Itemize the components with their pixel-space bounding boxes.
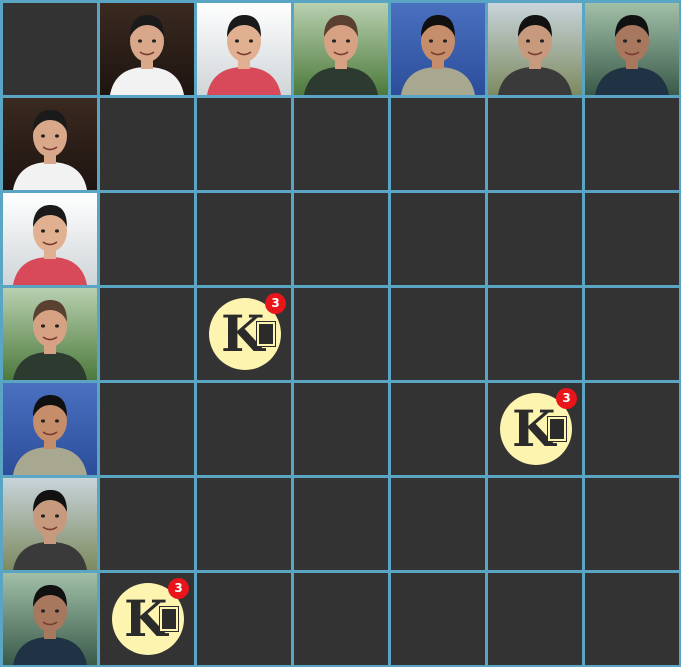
board-cell[interactable] bbox=[197, 573, 291, 665]
board-cell[interactable] bbox=[197, 193, 291, 285]
column-header-p3[interactable] bbox=[294, 3, 388, 95]
board-cell[interactable] bbox=[294, 193, 388, 285]
board-cell[interactable] bbox=[391, 288, 485, 380]
count-badge: 3 bbox=[556, 388, 577, 409]
board-cell[interactable] bbox=[100, 288, 194, 380]
player-photo bbox=[197, 3, 291, 95]
board-cell[interactable] bbox=[197, 383, 291, 475]
board-cell[interactable] bbox=[294, 478, 388, 570]
row-header-p1[interactable] bbox=[3, 98, 97, 190]
board-cell[interactable] bbox=[294, 288, 388, 380]
board-cell[interactable] bbox=[488, 98, 582, 190]
row-header-p4[interactable] bbox=[3, 383, 97, 475]
row-header-p6[interactable] bbox=[3, 573, 97, 665]
board-cell[interactable] bbox=[391, 193, 485, 285]
board-cell[interactable] bbox=[294, 98, 388, 190]
column-header-p4[interactable] bbox=[391, 3, 485, 95]
player-photo bbox=[3, 193, 97, 285]
token-plate-icon bbox=[257, 322, 275, 346]
board-cell[interactable] bbox=[391, 98, 485, 190]
board-cell[interactable] bbox=[294, 573, 388, 665]
player-photo bbox=[3, 98, 97, 190]
board-cell[interactable] bbox=[100, 193, 194, 285]
row-header-p5[interactable] bbox=[3, 478, 97, 570]
column-header-p2[interactable] bbox=[197, 3, 291, 95]
player-photo bbox=[3, 383, 97, 475]
board-cell[interactable] bbox=[488, 573, 582, 665]
column-header-p5[interactable] bbox=[488, 3, 582, 95]
count-badge: 3 bbox=[265, 293, 286, 314]
board-cell[interactable] bbox=[197, 98, 291, 190]
board-cell[interactable] bbox=[585, 98, 679, 190]
player-photo bbox=[488, 3, 582, 95]
board-cell[interactable] bbox=[391, 383, 485, 475]
corner-cell bbox=[3, 3, 97, 95]
player-photo bbox=[294, 3, 388, 95]
board-cell[interactable] bbox=[100, 478, 194, 570]
board-cell[interactable] bbox=[391, 478, 485, 570]
board-cell[interactable] bbox=[294, 383, 388, 475]
row-header-p3[interactable] bbox=[3, 288, 97, 380]
row-header-p2[interactable] bbox=[3, 193, 97, 285]
board-cell[interactable] bbox=[100, 383, 194, 475]
board-cell[interactable] bbox=[391, 573, 485, 665]
board-cell[interactable] bbox=[100, 98, 194, 190]
board-cell[interactable] bbox=[197, 478, 291, 570]
token-plate-icon bbox=[548, 417, 566, 441]
board-cell[interactable] bbox=[585, 478, 679, 570]
board-cell[interactable] bbox=[585, 383, 679, 475]
player-photo bbox=[585, 3, 679, 95]
player-photo bbox=[391, 3, 485, 95]
board-cell[interactable] bbox=[585, 573, 679, 665]
board-cell[interactable] bbox=[488, 478, 582, 570]
board-cell[interactable] bbox=[488, 193, 582, 285]
token-plate-icon bbox=[160, 607, 178, 631]
board-cell[interactable] bbox=[585, 288, 679, 380]
column-header-p1[interactable] bbox=[100, 3, 194, 95]
player-photo bbox=[3, 573, 97, 665]
board-cell[interactable] bbox=[585, 193, 679, 285]
player-photo bbox=[100, 3, 194, 95]
count-badge: 3 bbox=[168, 578, 189, 599]
player-photo bbox=[3, 288, 97, 380]
board-cell[interactable] bbox=[488, 288, 582, 380]
column-header-p6[interactable] bbox=[585, 3, 679, 95]
player-photo bbox=[3, 478, 97, 570]
